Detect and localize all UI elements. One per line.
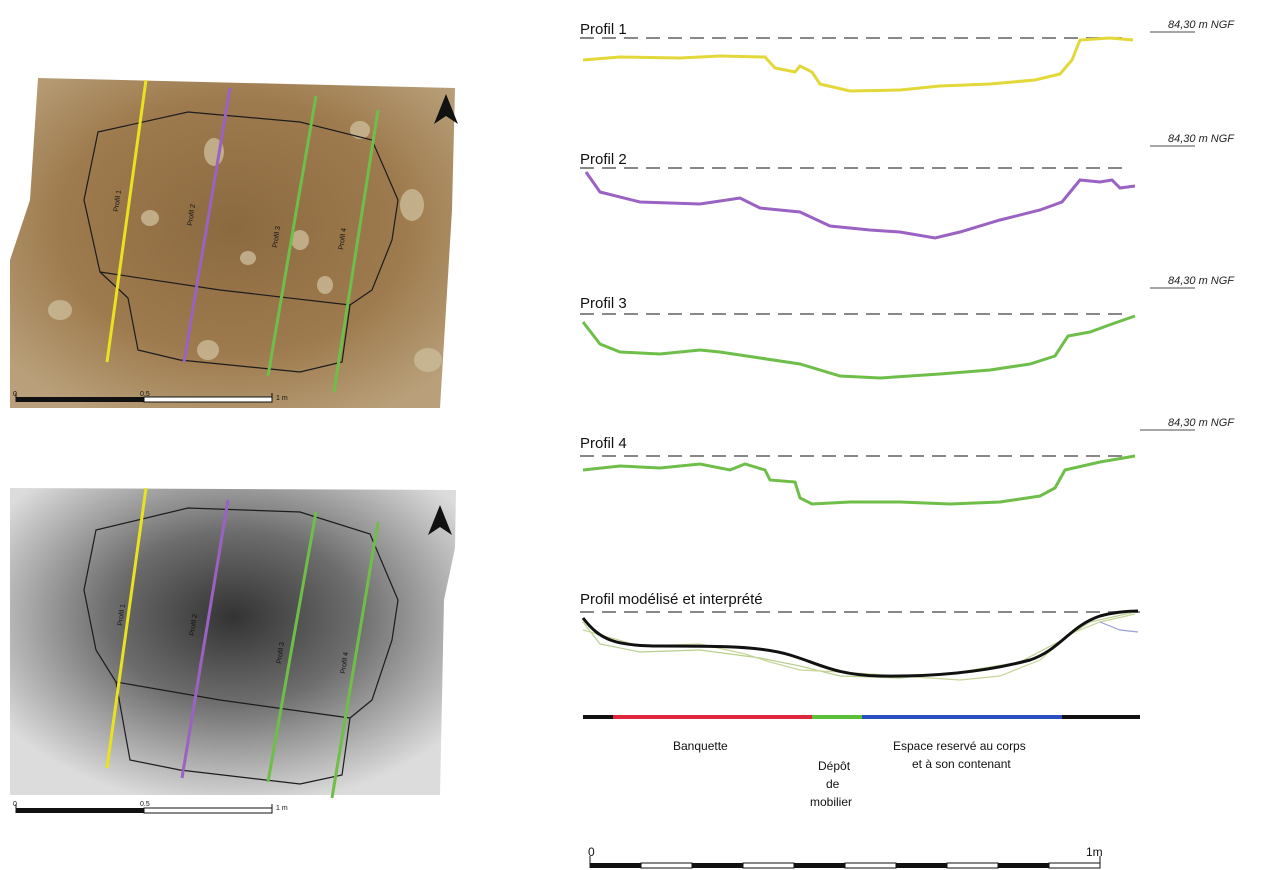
photo-tag-2: Profil 2 [187,204,197,227]
profile-3-curve [581,314,1136,380]
profile-4: Profil 4 84,30 m NGF [580,417,1235,506]
photo-scale-label-0: 0 [13,391,17,398]
segment-depot-label-2: de [826,777,840,791]
segment-espace-label-1: Espace reservé au corps [893,739,1026,753]
dem-transect-2 [180,499,230,779]
profile-2-curve [584,171,1136,240]
profile-scale-start: 0 [588,845,595,859]
model-profile: Profil modélisé et interprété [580,591,1140,681]
segment-banquette [613,715,812,719]
model-title: Profil modélisé et interprété [580,591,763,608]
north-arrow-icon [428,505,452,535]
profile-3: Profil 3 84,30 m NGF [580,275,1235,380]
dem-tag-1: Profil 1 [117,604,127,627]
profile-2-elevation: 84,30 m NGF [1168,133,1235,145]
photo-scale-bar: 0 0.5 1 m [13,391,288,403]
dem-tag-2: Profil 2 [189,614,199,637]
profile-scale-end: 1m [1086,845,1103,859]
profile-4-curve [582,454,1136,506]
photo-tag-4: Profil 4 [338,228,348,251]
dem-scale-label-0: 0 [13,801,17,808]
profile-3-elevation: 84,30 m NGF [1168,275,1235,287]
dem-transect-4 [330,521,380,799]
dem-panel: Profil 1 Profil 2 Profil 3 Profil 4 0 0.… [10,487,456,814]
profile-4-elevation: 84,30 m NGF [1168,417,1235,429]
profile-scale-bar: 0 1m [588,845,1103,869]
segment-depot-label-3: mobilier [810,795,852,809]
north-arrow-icon [434,94,458,124]
profile-1-curve [582,36,1134,93]
profile-2-title: Profil 2 [580,151,627,168]
orthophoto-stones [48,121,442,372]
dem-scale-label-end: 1 m [276,805,288,812]
segment-espace [862,715,1062,719]
photo-scale-label-end: 1 m [276,395,288,402]
segment-banquette-label: Banquette [673,739,728,753]
photo-transect-3 [266,95,318,377]
segment-bar: Banquette Dépôt de mobilier Espace reser… [583,715,1140,809]
orthophoto-pit-outline [83,111,399,373]
dem-image [10,488,456,795]
dem-scale-bar: 0 0.5 1 m [13,801,288,814]
dem-transect-3 [266,511,318,783]
photo-scale-label-mid: 0.5 [140,391,150,398]
profile-1-title: Profil 1 [580,21,627,38]
segment-espace-label-2: et à son contenant [912,757,1011,771]
segment-depot-label-1: Dépôt [818,759,851,773]
profile-1-elevation: 84,30 m NGF [1168,19,1235,31]
segment-depot [812,715,862,719]
dem-tag-4: Profil 4 [340,652,350,675]
profile-2: Profil 2 84,30 m NGF [580,133,1235,240]
dem-transect-1 [105,487,148,769]
dem-pit-outline [83,507,399,785]
model-curve [581,609,1139,678]
orthophoto-image [10,78,455,408]
photo-transect-4 [332,109,380,393]
photo-tag-1: Profil 1 [113,190,123,213]
photo-transect-2 [182,87,232,363]
profile-1: Profil 1 84,30 m NGF [580,19,1235,93]
photo-tag-3: Profil 3 [272,226,282,249]
dem-tag-3: Profil 3 [276,642,286,665]
profile-4-title: Profil 4 [580,435,627,452]
orthophoto-panel: Profil 1 Profil 2 Profil 3 Profil 4 0 0.… [10,78,458,408]
model-profile-2-trace [1099,621,1139,633]
profile-3-title: Profil 3 [580,295,627,312]
photo-transect-1 [105,79,148,363]
dem-scale-label-mid: 0.5 [140,801,150,808]
